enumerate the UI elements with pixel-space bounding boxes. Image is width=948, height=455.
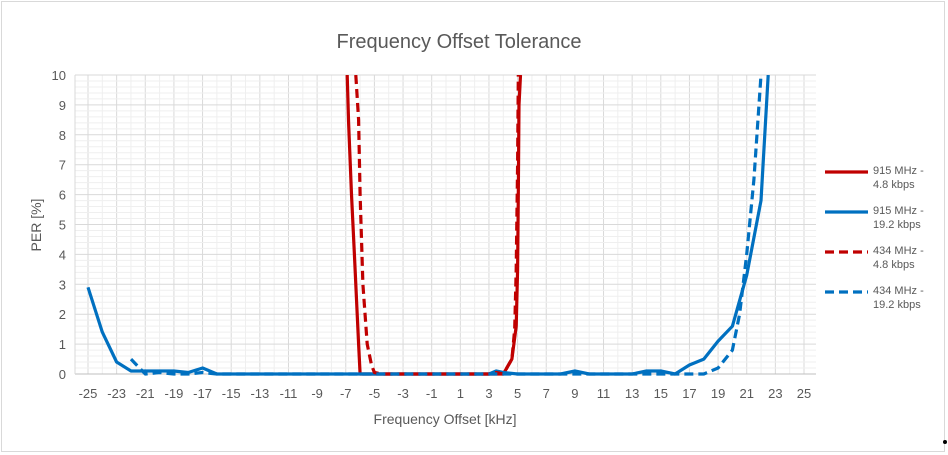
y-tick-label: 9 xyxy=(59,98,66,113)
y-tick-label: 4 xyxy=(59,247,66,262)
y-tick-label: 10 xyxy=(52,68,66,83)
x-tick-label: 21 xyxy=(739,386,753,401)
y-tick-label: 8 xyxy=(59,128,66,143)
x-tick-label: -19 xyxy=(165,386,184,401)
x-tick-label: 25 xyxy=(797,386,811,401)
x-tick-label: -11 xyxy=(280,386,298,401)
x-tick-label: 11 xyxy=(597,386,611,401)
x-axis-title: Frequency Offset [kHz] xyxy=(374,411,517,427)
legend-label-2: 915 MHz - xyxy=(873,205,924,217)
y-tick-label: 5 xyxy=(59,218,66,233)
x-tick-label: 13 xyxy=(625,386,639,401)
x-tick-label: 7 xyxy=(543,386,550,401)
x-tick-label: -17 xyxy=(193,386,212,401)
legend-label-4: 19.2 kbps xyxy=(873,299,921,311)
legend-label-1: 4.8 kbps xyxy=(873,179,915,191)
series-line-3 xyxy=(354,75,520,376)
x-tick-label: -7 xyxy=(340,386,352,401)
x-tick-label: 19 xyxy=(711,386,725,401)
legend: 915 MHz - 4.8 kbps 915 MHz - 19.2 kbps 434 M… xyxy=(825,165,924,311)
x-tick-label: -15 xyxy=(222,386,241,401)
resize-handle[interactable] xyxy=(943,440,947,444)
axes: -25 -23 -21 -19 -17 -15 -13 -11 -9 -7 -5 -3 -1 1 3 5 7 9 1… xyxy=(52,68,816,401)
gridlines xyxy=(75,74,816,375)
x-tick-label: -21 xyxy=(136,386,155,401)
x-tick-label: 17 xyxy=(682,386,696,401)
legend-label-2: 19.2 kbps xyxy=(873,219,921,231)
x-tick-label: -3 xyxy=(397,386,409,401)
x-tick-label: -1 xyxy=(426,386,438,401)
y-axis-title: PER [%] xyxy=(28,199,44,252)
x-tick-label: -5 xyxy=(369,386,381,401)
y-tick-label: 1 xyxy=(59,337,66,352)
x-tick-label: -9 xyxy=(311,386,323,401)
x-tick-label: 5 xyxy=(514,386,521,401)
y-tick-label: 3 xyxy=(59,277,66,292)
y-tick-label: 0 xyxy=(59,367,66,382)
series-line-4 xyxy=(129,75,763,376)
x-tick-label: 3 xyxy=(485,386,492,401)
x-tick-label: 23 xyxy=(768,386,782,401)
y-tick-label: 6 xyxy=(59,188,66,203)
x-tick-label: 9 xyxy=(571,386,578,401)
x-tick-label: -25 xyxy=(79,386,98,401)
x-tick-label: 1 xyxy=(457,386,464,401)
plot-area xyxy=(86,75,770,376)
legend-label-1: 915 MHz - xyxy=(873,165,924,177)
x-tick-label: -13 xyxy=(250,386,269,401)
x-tick-label: 15 xyxy=(654,386,668,401)
legend-label-3: 434 MHz - xyxy=(873,245,924,257)
x-tick-label: -23 xyxy=(107,386,126,401)
legend-label-4: 434 MHz - xyxy=(873,285,924,297)
chart-title: Frequency Offset Tolerance xyxy=(337,31,582,53)
y-tick-label: 7 xyxy=(59,158,66,173)
y-tick-label: 2 xyxy=(59,307,66,322)
legend-label-3: 4.8 kbps xyxy=(873,259,915,271)
